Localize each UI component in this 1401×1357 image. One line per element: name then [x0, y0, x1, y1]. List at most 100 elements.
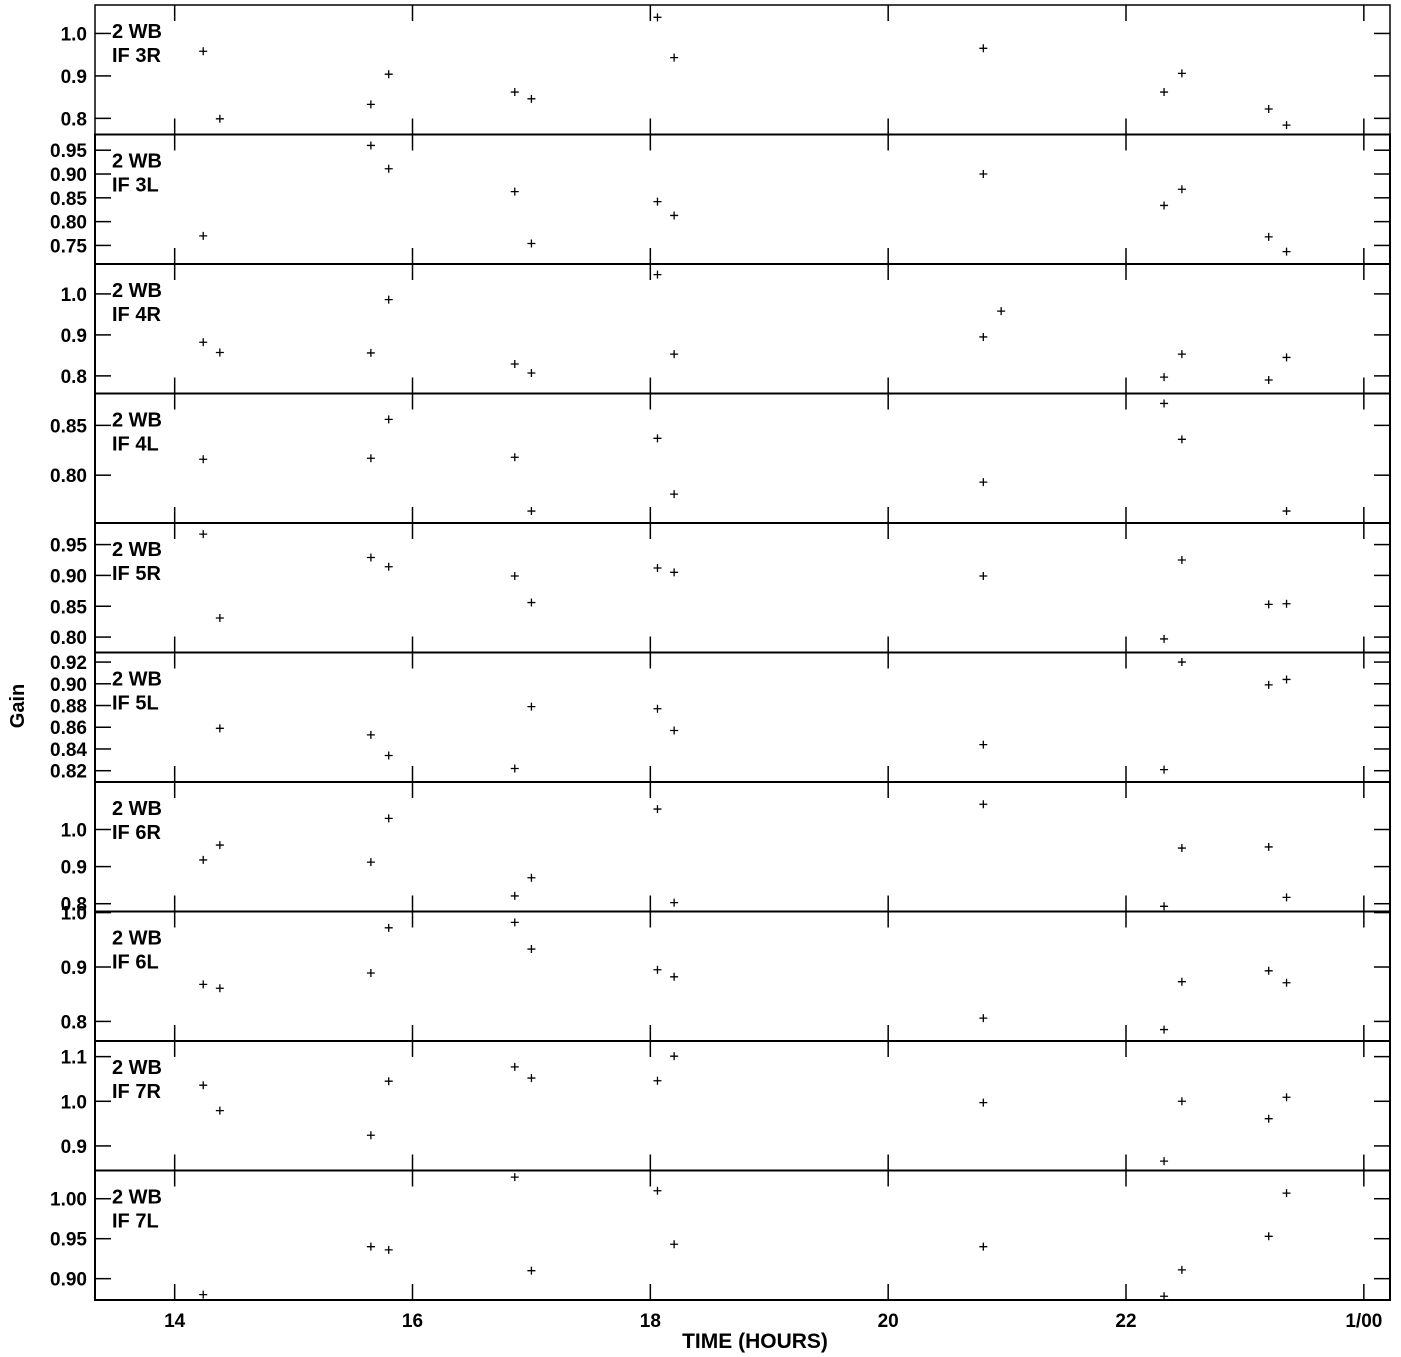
data-point	[653, 197, 662, 206]
data-point	[1282, 121, 1291, 130]
panel-frame	[94, 4, 1391, 136]
data-point	[527, 598, 536, 607]
x-tick-label: 22	[1115, 1311, 1136, 1332]
data-point	[366, 454, 375, 463]
data-point	[1177, 556, 1186, 564]
data-point	[527, 239, 536, 248]
panel-frame	[94, 392, 1391, 524]
data-point	[1264, 375, 1273, 384]
data-point	[215, 841, 224, 850]
panel-label-line1: 2 WB	[112, 410, 162, 432]
data-point	[510, 918, 519, 927]
data-point	[366, 141, 375, 150]
data-point	[527, 94, 536, 103]
data-point	[199, 855, 208, 864]
data-point	[215, 114, 224, 123]
y-tick-label: 0.95	[50, 141, 87, 162]
y-tick-label: 0.9	[61, 858, 87, 879]
data-point	[366, 553, 375, 562]
data-point	[1177, 435, 1186, 444]
data-point	[215, 613, 224, 622]
data-point	[1177, 1265, 1186, 1274]
y-tick-label: 0.90	[50, 566, 87, 587]
data-point	[1264, 966, 1273, 975]
data-point	[510, 453, 519, 462]
y-tick-label: 0.82	[50, 762, 87, 783]
data-point	[527, 507, 536, 516]
data-point	[670, 53, 679, 62]
data-point	[979, 740, 988, 749]
x-tick-label: 14	[164, 1311, 186, 1332]
data-point	[670, 568, 679, 577]
data-point	[1160, 765, 1169, 774]
y-tick-label: 1.0	[61, 285, 87, 306]
panel-frame	[94, 1040, 1391, 1172]
data-point	[1282, 247, 1291, 256]
panel-frame	[94, 910, 1391, 1042]
data-point	[670, 1052, 679, 1061]
panel-label-line2: IF 5L	[112, 693, 159, 715]
y-tick-label: 0.85	[50, 416, 87, 437]
data-point	[979, 44, 988, 53]
x-tick-label: 1/00	[1345, 1311, 1382, 1332]
y-tick-label: 0.9	[61, 1137, 87, 1158]
panel-label-line2: IF 3L	[112, 175, 159, 197]
data-point	[1160, 201, 1169, 210]
data-point	[384, 415, 393, 424]
panel-frame	[94, 1169, 1391, 1301]
panel-label-line1: 2 WB	[112, 1187, 162, 1209]
data-point	[199, 1081, 208, 1090]
data-point	[979, 332, 988, 341]
data-point	[670, 350, 679, 359]
data-point	[527, 873, 536, 882]
data-point	[384, 814, 393, 823]
data-point	[384, 1245, 393, 1254]
y-tick-label: 0.80	[50, 213, 87, 234]
data-point	[670, 898, 679, 907]
panel-label-line1: 2 WB	[112, 539, 162, 561]
data-point	[1264, 105, 1273, 114]
data-point	[527, 945, 536, 954]
data-point	[510, 891, 519, 900]
panel-label-line2: IF 4R	[112, 304, 161, 326]
data-point	[979, 170, 988, 179]
y-tick-label: 0.80	[50, 628, 87, 649]
data-point	[527, 702, 536, 711]
panel-label-line2: IF 3R	[112, 45, 161, 67]
data-point	[510, 572, 519, 581]
data-point	[1282, 675, 1291, 684]
panel-label-line2: IF 7R	[112, 1081, 161, 1103]
data-point	[215, 984, 224, 993]
data-point	[1160, 399, 1169, 408]
data-point	[653, 270, 662, 279]
data-point	[670, 726, 679, 735]
data-point	[527, 369, 536, 378]
data-point	[510, 359, 519, 368]
data-point	[979, 1098, 988, 1107]
y-tick-label: 0.75	[50, 236, 87, 257]
y-tick-label: 0.95	[50, 1230, 87, 1251]
data-point	[366, 1131, 375, 1140]
data-point	[1177, 185, 1186, 194]
y-tick-label: 0.84	[50, 740, 87, 761]
data-point	[653, 564, 662, 573]
data-point	[199, 455, 208, 464]
y-tick-label: 0.92	[50, 653, 87, 674]
panel-frame	[94, 133, 1391, 265]
panel-frame	[94, 651, 1391, 783]
data-point	[366, 1242, 375, 1251]
data-point	[1160, 634, 1169, 643]
y-tick-label: 0.95	[50, 536, 87, 557]
panel-label-line1: 2 WB	[112, 798, 162, 820]
y-tick-label: 0.9	[61, 326, 87, 347]
data-point	[384, 1077, 393, 1086]
y-tick-label: 0.90	[50, 675, 87, 696]
x-tick-label: 18	[640, 1311, 661, 1332]
panel-label-line1: 2 WB	[112, 1057, 162, 1079]
data-point	[1264, 1114, 1273, 1123]
data-point	[510, 88, 519, 97]
